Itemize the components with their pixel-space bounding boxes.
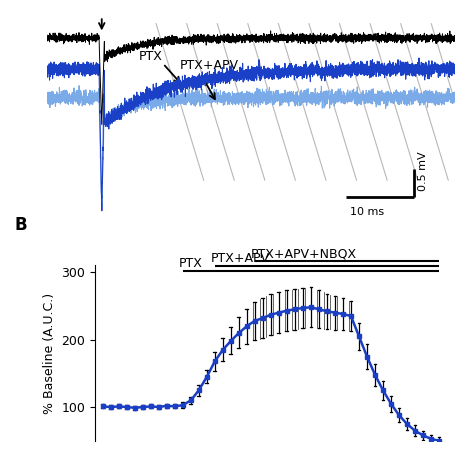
Y-axis label: % Baseline (A.U.C.): % Baseline (A.U.C.) bbox=[43, 292, 55, 414]
Text: PTX+APV+NBQX: PTX+APV+NBQX bbox=[251, 248, 357, 261]
Text: PTX+APV: PTX+APV bbox=[180, 59, 239, 72]
Text: PTX: PTX bbox=[139, 50, 163, 63]
Text: PTX: PTX bbox=[179, 257, 203, 270]
Text: 0.5 mV: 0.5 mV bbox=[418, 152, 428, 191]
Text: PTX+APV: PTX+APV bbox=[211, 253, 270, 265]
Text: 10 ms: 10 ms bbox=[350, 208, 384, 218]
Text: B: B bbox=[14, 216, 27, 234]
